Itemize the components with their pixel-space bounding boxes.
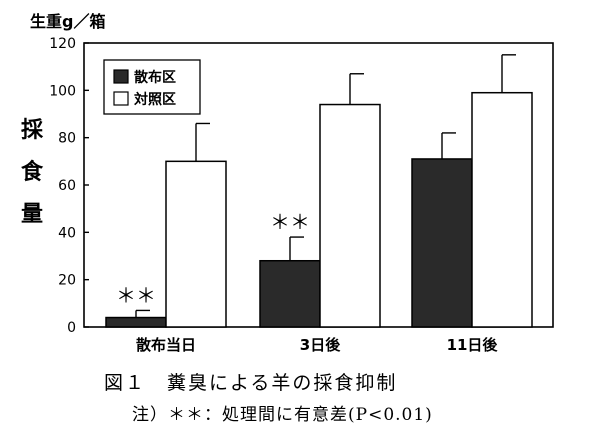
y-tick-label: 0	[67, 320, 76, 336]
legend-label: 対照区	[133, 91, 176, 108]
x-tick-label: 11日後	[447, 336, 499, 354]
y-tick-label: 40	[58, 225, 76, 241]
bar-treated-1	[259, 259, 321, 328]
y-axis-label-char: 採	[21, 118, 44, 143]
figure-caption: 図１ 糞臭による羊の採食抑制	[104, 372, 398, 394]
y-tick-label: 80	[58, 131, 76, 147]
bar-control-1	[319, 103, 381, 328]
significance-mark: ＊＊	[270, 210, 310, 234]
bar-control-2	[471, 91, 533, 328]
legend-swatch	[113, 69, 129, 84]
y-tick-label: 100	[49, 83, 76, 99]
legend-swatch	[113, 91, 129, 106]
y-tick-label: 120	[49, 36, 76, 52]
y-tick-label: 60	[58, 178, 76, 194]
y-unit-label: 生重g／箱	[30, 12, 105, 31]
x-tick-label: 3日後	[300, 336, 341, 354]
bar-treated-0	[105, 316, 167, 328]
y-axis-label-char: 食	[21, 159, 44, 185]
legend-label: 散布区	[134, 69, 176, 86]
y-tick-label: 20	[58, 273, 76, 289]
y-axis-label-char: 量	[21, 202, 43, 227]
bar-treated-2	[411, 158, 473, 328]
figure-note: 注）＊＊：処理間に有意差(P<0.01)	[132, 405, 433, 425]
bar-control-0	[165, 160, 227, 328]
significance-mark: ＊＊	[116, 283, 156, 307]
x-tick-label: 散布当日	[136, 336, 196, 354]
